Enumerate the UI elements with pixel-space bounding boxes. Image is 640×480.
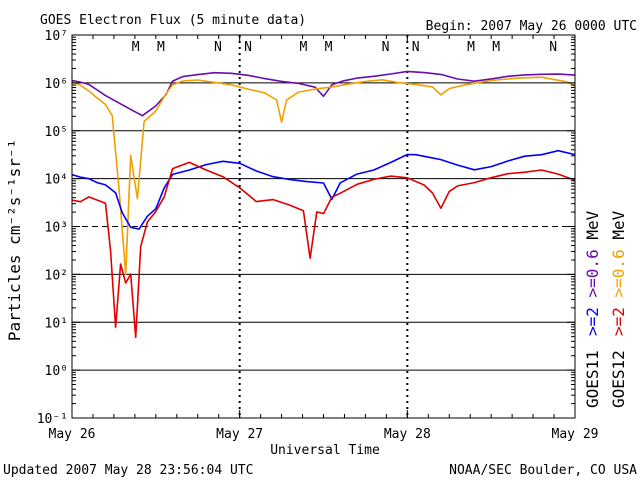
series-line-4 [71, 161, 576, 339]
plot-frame [71, 34, 576, 419]
noon-marker: N [244, 40, 252, 55]
legend: GOES11 >=2 >=0.6 MeV GOES12 >=2 >=0.6 MeV [583, 210, 628, 408]
noon-marker: N [549, 40, 557, 55]
x-tick-label: May 28 [384, 427, 431, 442]
legend-entry: >=0.6 [583, 249, 602, 307]
noon-marker: N [214, 40, 222, 55]
legend-entries: >=2 >=0.6 MeV [609, 210, 628, 336]
begin-label: Begin: 2007 May 26 0000 UTC [426, 19, 637, 34]
noon-marker: N [412, 40, 420, 55]
y-tick-label: 10⁶ [45, 77, 68, 92]
credit-label: NOAA/SEC Boulder, CO USA [449, 463, 637, 478]
plot-grid [72, 35, 575, 418]
legend-entry: MeV [609, 210, 628, 249]
series-line-1 [71, 70, 576, 117]
legend-group-label: GOES11 [583, 350, 602, 408]
y-axis-ticks: 10⁻¹ 10⁰ 10¹ 10² 10³ 10⁴ 10⁵ 10⁶ 10⁷ [37, 29, 575, 427]
midnight-marker: M [299, 40, 307, 55]
midnight-marker: M [157, 40, 165, 55]
x-tick-label: May 27 [216, 427, 263, 442]
y-axis-label: Particles cm⁻²s⁻¹sr⁻¹ [5, 139, 24, 341]
legend-entries: >=2 >=0.6 MeV [583, 210, 602, 336]
chart-title: GOES Electron Flux (5 minute data) [40, 13, 306, 28]
legend-group-label: GOES12 [609, 350, 628, 408]
y-tick-label: 10⁵ [45, 125, 68, 140]
midnight-marker: M [467, 40, 475, 55]
y-tick-label: 10⁷ [45, 29, 68, 44]
legend-entry: >=0.6 [609, 249, 628, 307]
legend-entry: MeV [583, 210, 602, 249]
x-axis-ticks: May 26 May 27 May 28 May 29 [49, 35, 599, 442]
x-tick-label: May 26 [49, 427, 96, 442]
legend-entry: >=2 [609, 307, 628, 336]
series-line-3 [71, 149, 576, 230]
series-line-2 [71, 76, 576, 276]
x-axis-label: Universal Time [270, 443, 380, 458]
x-tick-label: May 29 [552, 427, 599, 442]
y-tick-label: 10⁰ [45, 364, 68, 379]
y-tick-label: 10⁻¹ [37, 412, 68, 427]
noon-marker: N [382, 40, 390, 55]
midnight-marker: M [325, 40, 333, 55]
midnight-marker: M [132, 40, 140, 55]
y-tick-label: 10² [45, 268, 68, 283]
y-tick-label: 10³ [45, 221, 68, 236]
updated-label: Updated 2007 May 28 23:56:04 UTC [3, 463, 253, 478]
y-tick-label: 10⁴ [45, 173, 68, 188]
midnight-marker: M [492, 40, 500, 55]
series-lines [71, 70, 576, 339]
y-tick-label: 10¹ [45, 316, 68, 331]
legend-entry: >=2 [583, 307, 602, 336]
